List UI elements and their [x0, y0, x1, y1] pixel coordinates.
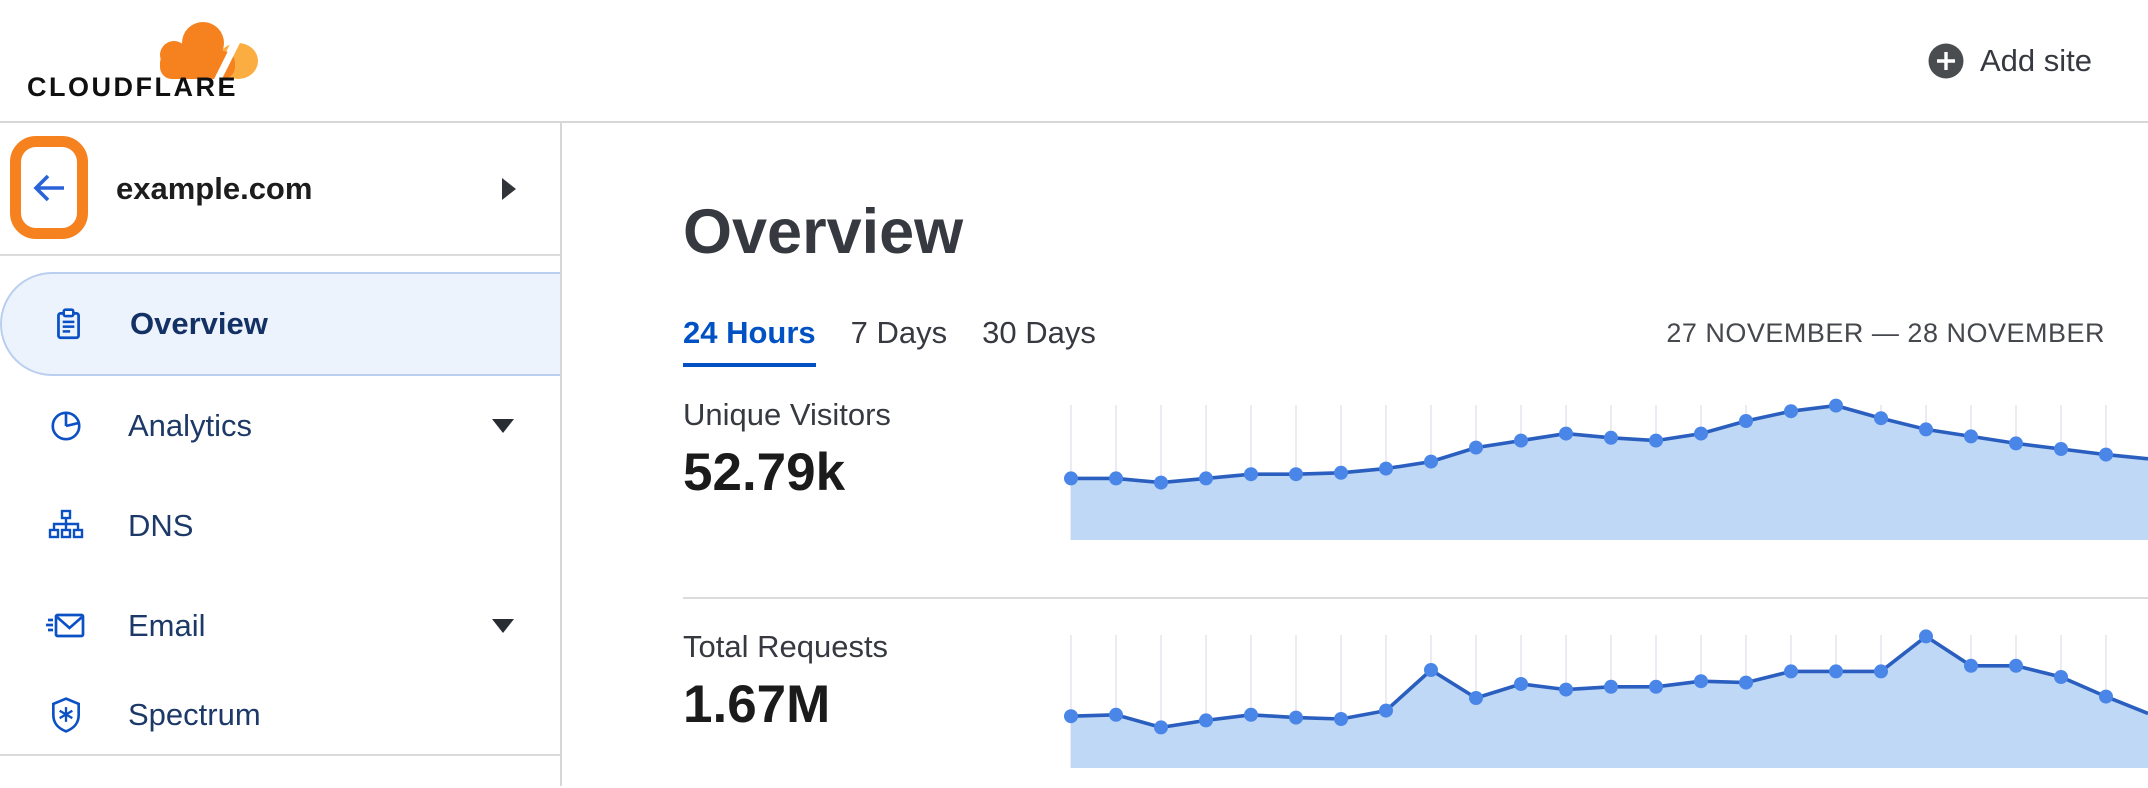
chevron-down-icon[interactable]: [492, 419, 514, 433]
cloudflare-wordmark: CLOUDFLARE: [27, 71, 238, 102]
cloudflare-logo[interactable]: CLOUDFLARE: [27, 11, 265, 111]
site-name: example.com: [116, 170, 313, 206]
sidebar-item-analytics[interactable]: Analytics: [0, 376, 560, 476]
top-header: CLOUDFLARE Add site: [0, 0, 2148, 123]
chevron-right-icon: [502, 177, 516, 200]
sidebar-item-label: Analytics: [128, 408, 253, 443]
add-site-button[interactable]: Add site: [1927, 42, 2092, 80]
sidebar-item-overview[interactable]: Overview: [0, 272, 560, 376]
tab-7-days[interactable]: 7 Days: [850, 315, 948, 351]
sidebar-nav: Overview Analytics: [0, 272, 560, 756]
sidebar-item-label: DNS: [128, 508, 194, 543]
pie-chart-icon: [44, 408, 88, 444]
metric-value: 1.67M: [683, 675, 831, 735]
page-title: Overview: [683, 197, 964, 267]
date-range-label: 27 NOVEMBER — 28 NOVEMBER: [1666, 318, 2105, 349]
sidebar-item-label: Spectrum: [128, 697, 261, 732]
dns-tree-icon: [44, 508, 88, 544]
clipboard-icon: [46, 306, 90, 342]
metric-value: 52.79k: [683, 443, 846, 503]
chevron-down-icon[interactable]: [492, 619, 514, 633]
shield-icon: [44, 696, 88, 734]
sidebar-item-spectrum[interactable]: Spectrum: [0, 676, 560, 754]
tab-24-hours[interactable]: 24 Hours: [683, 315, 816, 368]
metric-label: Unique Visitors: [683, 397, 891, 433]
time-range-tabs: 24 Hours 7 Days 30 Days: [683, 315, 1096, 368]
sidebar-item-label: Overview: [130, 306, 268, 341]
cloudflare-cloud-icon: [141, 21, 261, 83]
sidebar-item-label: Email: [128, 608, 206, 643]
metric-row-total-requests: Total Requests 1.67M: [683, 597, 2148, 788]
email-icon: [44, 610, 88, 642]
time-range-toolbar: 24 Hours 7 Days 30 Days 27 NOVEMBER — 28…: [683, 315, 2148, 368]
metric-label: Total Requests: [683, 629, 889, 665]
sidebar-item-email[interactable]: Email: [0, 576, 560, 676]
sidebar-item-dns[interactable]: DNS: [0, 476, 560, 576]
site-selector[interactable]: example.com: [0, 123, 560, 256]
plus-circle-icon: [1928, 43, 1964, 78]
tab-30-days[interactable]: 30 Days: [982, 315, 1096, 351]
sidebar: example.com Overview: [0, 123, 562, 786]
total-requests-chart: [1064, 599, 2148, 788]
main-content: Overview 24 Hours 7 Days 30 Days 27 NOVE…: [562, 123, 2148, 786]
metric-text: Unique Visitors 52.79k: [683, 385, 1071, 597]
add-site-label: Add site: [1979, 42, 2092, 78]
unique-visitors-chart: [1064, 385, 2148, 597]
metric-row-unique-visitors: Unique Visitors 52.79k: [683, 385, 2148, 597]
back-arrow-icon[interactable]: [26, 165, 72, 211]
back-button-highlight-annotation: [10, 136, 88, 239]
metric-text: Total Requests 1.67M: [683, 599, 1071, 788]
